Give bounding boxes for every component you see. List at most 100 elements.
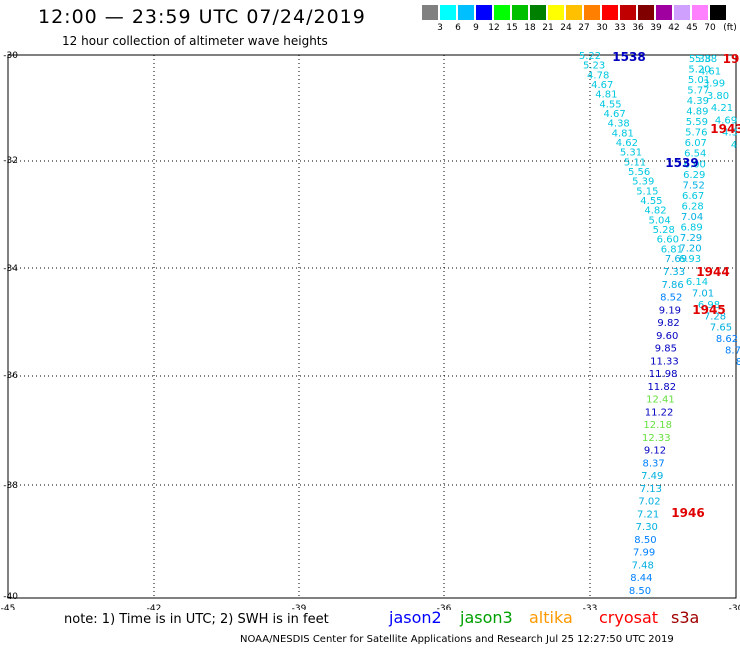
track-value: 4.55	[640, 196, 662, 207]
lon-label: -30	[729, 604, 740, 610]
track-value: 8.50	[634, 535, 656, 546]
lon-label: -42	[147, 604, 162, 610]
track-value: 11.98	[649, 369, 678, 380]
track-value: 4.81	[595, 90, 617, 101]
track-value: 6.81	[661, 244, 683, 255]
track-value: 4.55	[599, 99, 621, 110]
track-value: 6.29	[683, 170, 705, 181]
legend-label: 24	[560, 23, 572, 33]
satellite-jason2: jason2	[389, 608, 442, 627]
track-value: 5.01	[688, 75, 710, 86]
track-value: 5.59	[686, 117, 708, 128]
track-value: 4.62	[616, 138, 638, 149]
track-value: 5.22	[579, 51, 601, 62]
track-value: 8.44	[630, 573, 652, 584]
legend-label: 36	[632, 23, 644, 33]
track-value: 5.15	[636, 186, 658, 197]
track-value: 4.82	[644, 206, 666, 217]
satellite-cryosat: cryosat	[599, 608, 659, 627]
credits-footer: NOAA/NESDIS Center for Satellite Applica…	[240, 634, 674, 645]
track-value: 8.62	[716, 334, 738, 345]
legend-label: 42	[668, 23, 680, 33]
track-value: 4.67	[603, 109, 625, 120]
legend-swatch	[530, 5, 546, 20]
legend-label: 39	[650, 23, 662, 33]
lat-label: -34	[3, 264, 18, 274]
track-value: 5.23	[583, 61, 605, 72]
lat-label: -38	[3, 481, 18, 491]
legend-swatch	[476, 5, 492, 20]
track-value: 5.20	[688, 65, 710, 76]
satellite-jason3: jason3	[460, 608, 513, 627]
track-value: 9.12	[644, 446, 666, 457]
track-value: 7.13	[640, 484, 662, 495]
track-value: 5.28	[653, 225, 675, 236]
legend-swatch	[440, 5, 456, 20]
lat-label: -36	[3, 371, 18, 381]
lat-label: -30	[3, 51, 18, 61]
wave-height-map: -30 -32 -34 -36 -38 -40 -45 -42 -39 -36 -33 -30 5.2…	[1, 50, 740, 610]
track-value: 9.60	[656, 331, 678, 342]
pass-time-label: 1946	[671, 506, 704, 520]
legend-swatch	[638, 5, 654, 20]
track-value: 9.82	[657, 318, 679, 329]
legend-label: 15	[506, 23, 518, 33]
track-value: 6.28	[681, 201, 703, 212]
legend-label: 21	[542, 23, 554, 33]
legend-swatch	[692, 5, 708, 20]
legend-swatch	[656, 5, 672, 20]
track-value: 9.85	[655, 344, 677, 355]
legend-swatch	[674, 5, 690, 20]
satellite-altika: altika	[529, 608, 573, 627]
lon-label: -45	[1, 604, 16, 610]
track-value: 7.01	[692, 288, 714, 299]
track-value: 7.04	[681, 212, 703, 223]
legend-swatch	[494, 5, 510, 20]
pass-time-label: 1539	[665, 156, 698, 170]
pass-time-label: 1538	[612, 50, 645, 64]
track-value: 3.99	[703, 79, 725, 90]
track-value: 7.69	[665, 254, 687, 265]
track-value: 5.38	[689, 54, 711, 65]
track-value: 6.00	[684, 159, 706, 170]
track-value: 7.33	[663, 267, 685, 278]
track-value: 12.33	[642, 433, 671, 444]
lon-label: -36	[437, 604, 452, 610]
track-value: 9.19	[659, 305, 681, 316]
track-value: 6.07	[685, 138, 707, 149]
legend-swatch	[512, 5, 528, 20]
axis-labels: -30 -32 -34 -36 -38 -40 -45 -42 -39 -36 -33 -30	[1, 51, 740, 610]
legend-swatch	[620, 5, 636, 20]
track-value: 7.48	[632, 560, 654, 571]
track-value: 4.67	[591, 80, 613, 91]
track-value: 8.7	[725, 346, 740, 357]
track-value: 5.04	[648, 215, 670, 226]
map-frame	[7, 54, 737, 599]
track-value: 6.89	[680, 222, 702, 233]
legend-label: 3	[437, 23, 443, 33]
track-value: 8.37	[642, 458, 664, 469]
lat-label: -32	[3, 156, 18, 166]
track-value: 6.54	[684, 149, 706, 160]
track-value: 8.50	[629, 586, 651, 597]
track-value: 6.67	[682, 191, 704, 202]
track-value: 12.41	[646, 395, 675, 406]
track-value: 4.78	[587, 70, 609, 81]
map-subtitle: 12 hour collection of altimeter wave hei…	[62, 34, 328, 48]
track-value: 5.38	[695, 54, 717, 65]
legend-label: 33	[614, 23, 626, 33]
legend-label: 18	[524, 23, 536, 33]
legend-swatch	[566, 5, 582, 20]
map-border	[7, 54, 737, 599]
track-value: 8	[736, 357, 740, 368]
track-value: 6.14	[686, 277, 708, 288]
track-value: 5.77	[687, 86, 709, 97]
legend-label: 6	[455, 23, 461, 33]
pass-time-label: 1945	[692, 303, 725, 317]
footnote: note: 1) Time is in UTC; 2) SWH is in fe…	[64, 612, 329, 627]
legend-label: 12	[488, 23, 500, 33]
track-value: 4	[731, 140, 737, 151]
track-value: 3.80	[707, 91, 729, 102]
track-value: 7.52	[683, 180, 705, 191]
track-value: 7.99	[633, 548, 655, 559]
